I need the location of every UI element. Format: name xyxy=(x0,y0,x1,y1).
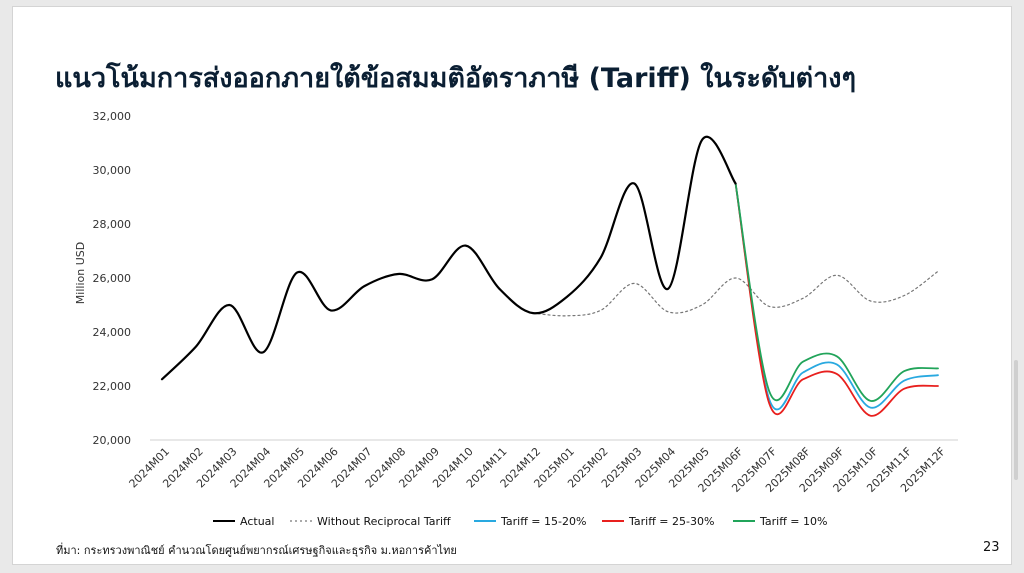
chart-axes: 20,000 22,000 24,000 26,000 28,000 30,000 32,0… xyxy=(74,110,958,495)
chart-legend: Actual Without Reciprocal Tariff Tariff = … xyxy=(213,515,827,528)
series-line-tariff-10 xyxy=(736,184,938,402)
legend-label: Tariff = 15-20% xyxy=(500,515,586,528)
series-line-without-reciprocal-tariff xyxy=(533,271,938,316)
y-tick-label: 20,000 xyxy=(93,434,132,447)
y-axis-label: Million USD xyxy=(74,242,87,304)
page-number: 23 xyxy=(983,540,1000,555)
source-note: ที่มา: กระทรวงพาณิชย์ คำนวณโดยศูนย์พยากร… xyxy=(56,541,457,559)
legend-label: Actual xyxy=(240,515,274,528)
y-tick-label: 32,000 xyxy=(93,110,132,123)
y-tick-label: 22,000 xyxy=(93,380,132,393)
legend-label: Without Reciprocal Tariff xyxy=(317,515,451,528)
y-tick-label: 24,000 xyxy=(93,326,132,339)
series-line-actual xyxy=(162,137,736,379)
chart-series xyxy=(162,137,938,416)
y-tick-label: 26,000 xyxy=(93,272,132,285)
y-tick-label: 28,000 xyxy=(93,218,132,231)
scrollbar[interactable] xyxy=(1014,360,1018,480)
legend-label: Tariff = 10% xyxy=(759,515,827,528)
legend-label: Tariff = 25-30% xyxy=(628,515,714,528)
y-tick-label: 30,000 xyxy=(93,164,132,177)
